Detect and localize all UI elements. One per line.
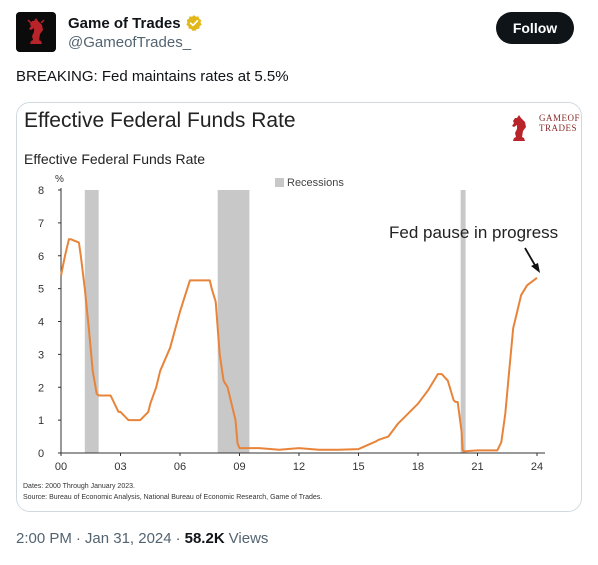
avatar[interactable] [16, 12, 56, 52]
media-card[interactable]: Effective Federal Funds Rate Effective F… [16, 102, 582, 512]
y-tick-label-1: 1 [38, 415, 44, 427]
chart-subtitle: Effective Federal Funds Rate [24, 151, 206, 167]
x-tick-label-03: 03 [114, 461, 126, 473]
y-tick-label-8: 8 [38, 185, 44, 197]
tweet-time[interactable]: 2:00 PM [16, 530, 72, 547]
y-tick-label-5: 5 [38, 284, 44, 296]
x-tick-label-24: 24 [531, 461, 543, 473]
views-label: Views [228, 530, 269, 547]
x-tick-label-00: 00 [55, 461, 67, 473]
meta-separator: · [75, 530, 81, 547]
chart-date-note: Dates: 2000 Through January 2023. [23, 483, 135, 490]
annotation-fed-pause: Fed pause in progress [389, 223, 558, 242]
y-tick-label-7: 7 [38, 218, 44, 230]
recession-band-2 [460, 190, 466, 453]
name-row: Game of Trades [68, 14, 203, 32]
x-tick-label-21: 21 [471, 461, 483, 473]
tweet-meta: 2:00 PM · Jan 31, 2024 · 58.2K Views [16, 530, 268, 547]
recession-band-0 [84, 190, 99, 453]
user-handle[interactable]: @GameofTrades_ [68, 34, 192, 51]
verified-badge-icon [185, 14, 203, 32]
legend-label-recessions: Recessions [287, 177, 344, 189]
y-axis-unit: % [55, 174, 64, 185]
game-of-trades-logo-icon [512, 115, 526, 141]
tweet-header: Game of Trades @GameofTrades_ Follow [16, 12, 582, 56]
y-tick-label-6: 6 [38, 251, 44, 263]
x-tick-label-18: 18 [412, 461, 424, 473]
chart-source-note: Source: Bureau of Economic Analysis, Nat… [23, 494, 323, 501]
x-tick-label-12: 12 [293, 461, 305, 473]
chart-image: Effective Federal Funds Rate Effective F… [17, 103, 581, 511]
annotation-arrow-head [531, 263, 540, 273]
meta-separator-2: · [175, 530, 181, 547]
y-tick-label-2: 2 [38, 382, 44, 394]
x-tick-label-06: 06 [174, 461, 186, 473]
tweet-date[interactable]: Jan 31, 2024 [84, 530, 172, 547]
legend-swatch-recessions [275, 178, 284, 187]
fed-funds-rate-line [60, 238, 538, 453]
x-tick-label-09: 09 [233, 461, 245, 473]
x-tick-label-15: 15 [352, 461, 364, 473]
follow-button[interactable]: Follow [496, 12, 574, 44]
chart-title: Effective Federal Funds Rate [24, 109, 296, 132]
tweet-text: BREAKING: Fed maintains rates at 5.5% [16, 68, 289, 85]
views-count: 58.2K [184, 530, 225, 547]
logo-text-line2: TRADES [539, 123, 578, 133]
y-tick-label-3: 3 [38, 349, 44, 361]
y-tick-label-4: 4 [38, 317, 44, 329]
display-name[interactable]: Game of Trades [68, 14, 181, 32]
knight-logo-icon [16, 12, 56, 52]
y-tick-label-0: 0 [38, 448, 44, 460]
annotation-arrow-shaft [524, 247, 537, 268]
logo-text-line1: GAMEOF [539, 113, 581, 123]
